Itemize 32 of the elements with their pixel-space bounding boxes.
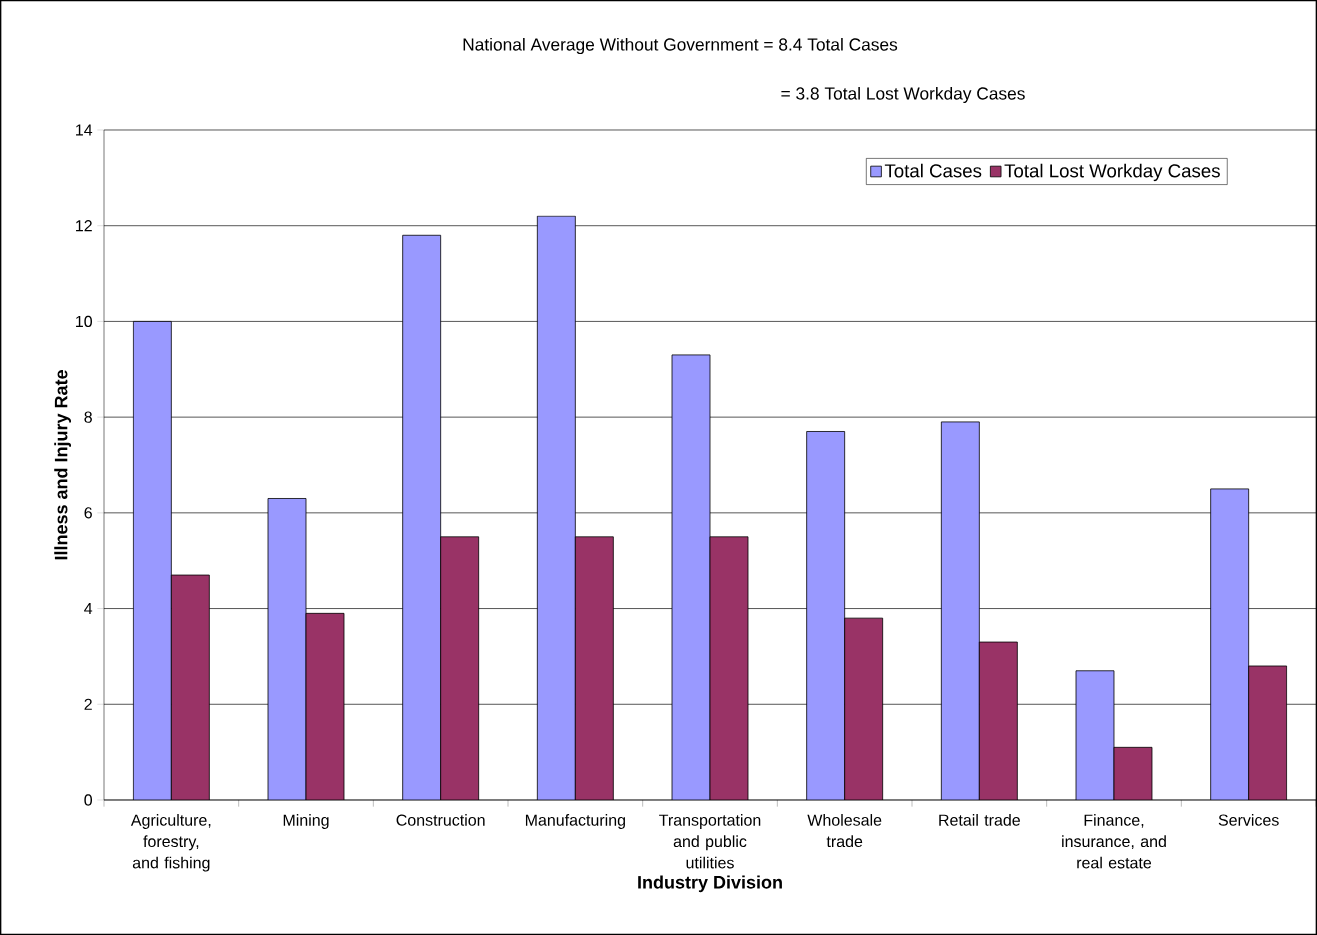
y-tick-label: 0 <box>84 794 93 806</box>
y-tick-label: 8 <box>84 411 92 423</box>
x-tick-label: Construction <box>396 814 485 826</box>
bar <box>574 536 614 800</box>
y-tick-label: 10 <box>76 315 93 328</box>
bar <box>305 612 345 800</box>
x-axis-title: Industry Division <box>638 875 782 893</box>
text: = 3.8 Total Lost Workday Cases <box>781 86 1025 104</box>
x-tick-label: Agriculture, forestry, and fishing <box>130 814 211 872</box>
y-tick-label: 6 <box>84 507 92 519</box>
y-tick-label: 2 <box>84 698 92 710</box>
x-tick-label: Retail trade <box>939 814 1020 826</box>
x-tick-label: Transportation and public utilities <box>659 814 761 869</box>
bar <box>170 574 210 800</box>
y-tick-label: 14 <box>76 124 93 136</box>
x-tick-label: Manufacturing <box>525 814 625 829</box>
x-tick-label: Wholesale trade <box>807 814 882 848</box>
bar <box>1113 746 1153 800</box>
text: National Average Without Government = 8.4 Total Cases <box>463 37 898 55</box>
legend-label: Total Cases <box>884 163 982 178</box>
bar <box>1248 665 1288 800</box>
bar <box>440 536 480 800</box>
x-tick-label: Mining <box>283 814 329 829</box>
y-axis-title: Illness and Injury Rate <box>54 370 72 560</box>
bar <box>978 641 1018 800</box>
bar <box>844 617 884 800</box>
y-tick-label: 12 <box>76 220 92 232</box>
bar <box>709 536 749 800</box>
x-tick-label: Finance, insurance, and real estate <box>1062 814 1166 869</box>
y-tick-label: 4 <box>84 603 93 615</box>
x-tick-label: Services <box>1218 814 1279 826</box>
legend-label: Total Lost Workday Cases <box>1004 163 1220 182</box>
